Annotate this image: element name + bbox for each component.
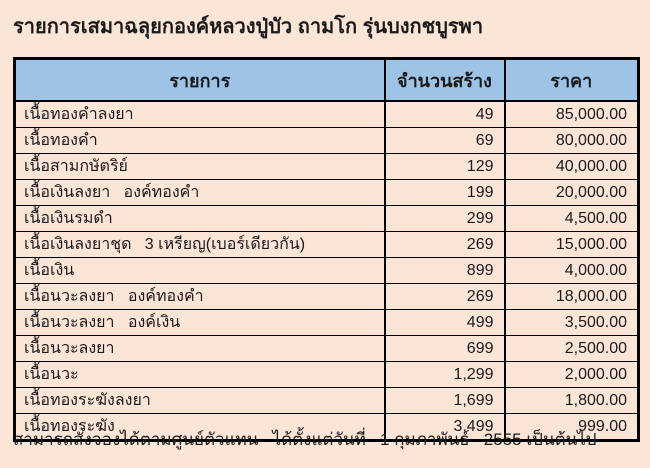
- table-row: เนื้อทองระฆัง 3,499 999.00: [13, 413, 640, 441]
- cell-price: 80,000.00: [503, 127, 640, 154]
- table-row: เนื้อนวะ 1,299 2,000.00: [13, 361, 640, 388]
- cell-price: 40,000.00: [503, 153, 640, 180]
- price-table: รายการ จำนวนสร้าง ราคา เนื้อทองคำลงยา 49 8…: [13, 57, 640, 442]
- cell-price: 4,500.00: [503, 205, 640, 232]
- cell-price: 4,000.00: [503, 257, 640, 284]
- table-body: เนื้อทองคำลงยา 49 85,000.00 เนื้อทองคำ 69 80,…: [13, 100, 640, 441]
- cell-price: 15,000.00: [503, 231, 640, 258]
- table-row: เนื้อทองระฆังลงยา 1,699 1,800.00: [13, 387, 640, 414]
- table-row: เนื้อนวะลงยา องค์ทองคำ 269 18,000.00: [13, 283, 640, 310]
- table-row: เนื้อสามกษัตริย์ 129 40,000.00: [13, 153, 640, 180]
- cell-name: เนื้อเงินลงยา องค์ทองคำ: [13, 179, 386, 206]
- cell-quantity: 129: [383, 153, 506, 180]
- cell-quantity: 699: [383, 335, 506, 362]
- header-price: ราคา: [503, 58, 640, 102]
- cell-quantity: 299: [383, 205, 506, 232]
- cell-quantity: 3,499: [383, 413, 506, 441]
- table-row: เนื้อนวะลงยา องค์เงิน 499 3,500.00: [13, 309, 640, 336]
- table-header-row: รายการ จำนวนสร้าง ราคา: [13, 58, 640, 102]
- cell-name: เนื้อนวะลงยา องค์เงิน: [13, 309, 386, 336]
- cell-quantity: 1,299: [383, 361, 506, 388]
- cell-name: เนื้อนวะลงยา องค์ทองคำ: [13, 283, 386, 310]
- cell-price: 20,000.00: [503, 179, 640, 206]
- cell-name: เนื้อเงินลงยาชุด 3 เหรียญ(เบอร์เดียวกัน): [13, 231, 386, 258]
- cell-name: เนื้อทองระฆังลงยา: [13, 387, 386, 414]
- table-row: เนื้อเงิน 899 4,000.00: [13, 257, 640, 284]
- cell-name: เนื้อทองคำ: [13, 127, 386, 154]
- cell-quantity: 199: [383, 179, 506, 206]
- header-quantity: จำนวนสร้าง: [383, 58, 506, 102]
- cell-quantity: 899: [383, 257, 506, 284]
- cell-name: เนื้อเงินรมดำ: [13, 205, 386, 232]
- cell-quantity: 269: [383, 231, 506, 258]
- cell-name: เนื้อทองคำลงยา: [13, 100, 386, 128]
- cell-price: 85,000.00: [503, 100, 640, 128]
- cell-name: เนื้อนวะ: [13, 361, 386, 388]
- header-item: รายการ: [13, 58, 386, 102]
- cell-price: 18,000.00: [503, 283, 640, 310]
- table-row: เนื้อทองคำลงยา 49 85,000.00: [13, 100, 640, 128]
- cell-name: เนื้อทองระฆัง: [13, 413, 386, 441]
- table-row: เนื้อเงินลงยาชุด 3 เหรียญ(เบอร์เดียวกัน)…: [13, 231, 640, 258]
- page-title: รายการเสมาฉลุยกองค์หลวงปู่บัว ถามโก รุ่น…: [13, 16, 484, 38]
- cell-quantity: 49: [383, 100, 506, 128]
- cell-price: 3,500.00: [503, 309, 640, 336]
- cell-quantity: 499: [383, 309, 506, 336]
- cell-name: เนื้อเงิน: [13, 257, 386, 284]
- cell-name: เนื้อสามกษัตริย์: [13, 153, 386, 180]
- cell-price: 2,000.00: [503, 361, 640, 388]
- cell-quantity: 269: [383, 283, 506, 310]
- cell-quantity: 69: [383, 127, 506, 154]
- table-row: เนื้อทองคำ 69 80,000.00: [13, 127, 640, 154]
- table-header: รายการ จำนวนสร้าง ราคา: [13, 58, 640, 102]
- cell-price: 999.00: [503, 413, 640, 441]
- cell-price: 2,500.00: [503, 335, 640, 362]
- table-row: เนื้อเงินรมดำ 299 4,500.00: [13, 205, 640, 232]
- cell-price: 1,800.00: [503, 387, 640, 414]
- table-row: เนื้อเงินลงยา องค์ทองคำ 199 20,000.00: [13, 179, 640, 206]
- cell-quantity: 1,699: [383, 387, 506, 414]
- table-row: เนื้อนวะลงยา 699 2,500.00: [13, 335, 640, 362]
- footer-note: สามารถสั่งจองได้ตามศูนย์ตัวแทน ได้ตั้งแต…: [13, 430, 597, 449]
- cell-name: เนื้อนวะลงยา: [13, 335, 386, 362]
